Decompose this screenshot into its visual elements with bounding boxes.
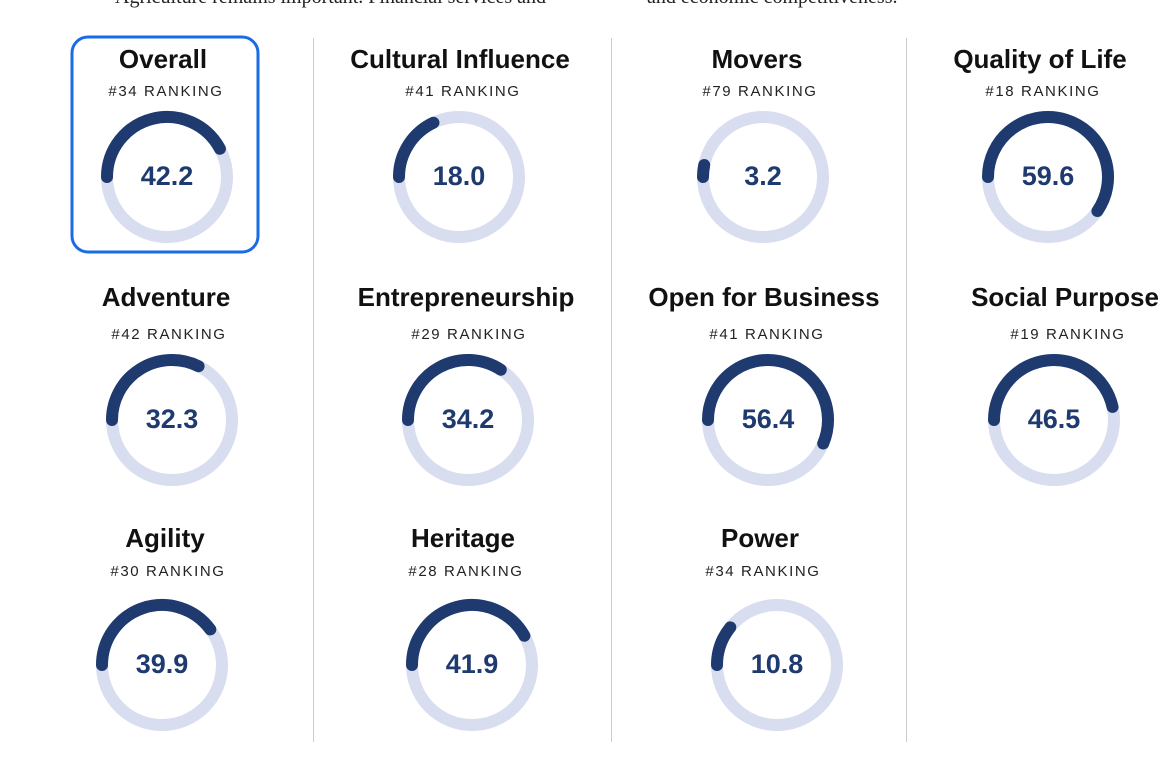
gauge-arc <box>106 354 205 426</box>
gauge-arc <box>406 599 531 671</box>
ranking: #28 RANKING <box>408 563 523 580</box>
score-card[interactable]: Overall #34 RANKING 42.2 <box>101 44 233 243</box>
gauge-arc <box>982 111 1114 218</box>
score-card[interactable]: Open for Business #41 RANKING 56.4 <box>648 282 880 486</box>
score-value: 39.9 <box>136 649 189 679</box>
ranking: #19 RANKING <box>1010 326 1125 343</box>
score-card[interactable]: Movers #79 RANKING 3.2 <box>697 44 829 243</box>
gauge-arc <box>988 353 1119 426</box>
card-title: Overall <box>119 44 207 74</box>
score-card[interactable]: Agility #30 RANKING 39.9 <box>96 523 228 731</box>
score-value: 41.9 <box>446 649 499 679</box>
gauge-arc <box>101 111 226 183</box>
score-card[interactable]: Power #34 RANKING 10.8 <box>705 523 843 731</box>
ranking: #42 RANKING <box>111 326 226 343</box>
intro-text: and economic competitiveness. <box>647 0 897 8</box>
ranking: #30 RANKING <box>110 563 225 580</box>
card-title: Social Purpose <box>971 282 1159 312</box>
score-value: 56.4 <box>742 404 795 434</box>
score-card[interactable]: Cultural Influence #41 RANKING 18.0 <box>350 44 570 243</box>
ranking: #79 RANKING <box>702 83 817 100</box>
gauge-arc <box>702 354 834 450</box>
gauge-arc <box>697 159 711 183</box>
card-title: Open for Business <box>648 282 879 312</box>
ranking: #41 RANKING <box>709 326 824 343</box>
card-title: Entrepreneurship <box>358 282 575 312</box>
gauge-arc <box>402 354 507 426</box>
ranking: #18 RANKING <box>985 83 1100 100</box>
score-card[interactable]: Quality of Life #18 RANKING 59.6 <box>953 44 1127 243</box>
ranking: #34 RANKING <box>705 563 820 580</box>
score-card[interactable]: Entrepreneurship #29 RANKING 34.2 <box>358 282 575 486</box>
gauge-arc <box>96 599 217 671</box>
card-title: Movers <box>711 44 802 74</box>
score-card[interactable]: Adventure #42 RANKING 32.3 <box>102 282 238 486</box>
score-value: 59.6 <box>1022 161 1075 191</box>
intro-text: Agriculture remains important. Financial… <box>115 0 546 8</box>
ranking: #29 RANKING <box>411 326 526 343</box>
card-title: Quality of Life <box>953 44 1126 74</box>
score-card[interactable]: Heritage #28 RANKING 41.9 <box>406 523 538 731</box>
card-title: Adventure <box>102 282 231 312</box>
score-value: 18.0 <box>433 161 486 191</box>
card-title: Cultural Influence <box>350 44 570 74</box>
card-title: Power <box>721 523 799 553</box>
score-value: 46.5 <box>1028 404 1081 434</box>
card-title: Heritage <box>411 523 515 553</box>
gauge-arc <box>711 621 737 671</box>
score-value: 3.2 <box>744 161 782 191</box>
gauge-arc <box>393 116 440 183</box>
ranking: #34 RANKING <box>108 83 223 100</box>
score-value: 34.2 <box>442 404 495 434</box>
score-card[interactable]: Social Purpose #19 RANKING 46.5 <box>971 282 1159 486</box>
selected-card-outline <box>70 35 260 254</box>
score-value: 42.2 <box>141 161 194 191</box>
card-title: Agility <box>125 523 205 553</box>
ranking: #41 RANKING <box>405 83 520 100</box>
score-value: 32.3 <box>146 404 199 434</box>
score-value: 10.8 <box>751 649 804 679</box>
